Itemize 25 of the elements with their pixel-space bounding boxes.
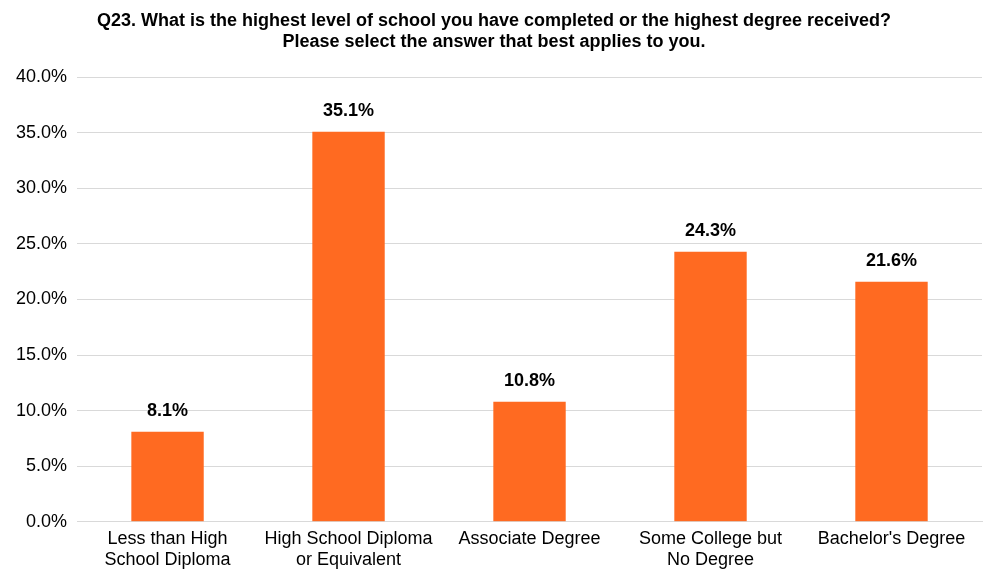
data-label: 35.1% bbox=[323, 99, 375, 120]
data-label: 21.6% bbox=[865, 249, 918, 270]
chart-title: Q23. What is the highest level of school you have completed or the highest degree received? Please select the answer that best applies to you. bbox=[96, 9, 892, 52]
bar bbox=[855, 281, 928, 522]
y-tick-label: 30.0% bbox=[15, 177, 68, 198]
y-tick-label: 10.0% bbox=[15, 399, 68, 420]
bar bbox=[312, 131, 385, 522]
y-tick-label: 5.0% bbox=[26, 455, 68, 476]
y-tick-label: 15.0% bbox=[15, 344, 68, 365]
y-tick-label: 35.0% bbox=[15, 121, 68, 142]
y-tick-label: 20.0% bbox=[15, 288, 68, 309]
bar bbox=[674, 251, 747, 522]
data-label: 10.8% bbox=[504, 369, 556, 390]
y-tick-label: 0.0% bbox=[26, 510, 68, 531]
x-tick-label: High School Diploma or Equivalent bbox=[264, 527, 434, 570]
x-tick-label: Less than High School Diploma bbox=[104, 527, 232, 570]
data-label: 8.1% bbox=[147, 399, 189, 420]
data-label: 24.3% bbox=[684, 219, 737, 240]
bar bbox=[493, 401, 566, 522]
y-tick-label: 40.0% bbox=[15, 66, 68, 87]
bar bbox=[131, 431, 204, 522]
x-tick-label: Bachelor's Degree bbox=[817, 527, 966, 548]
x-tick-label: Associate Degree bbox=[458, 527, 601, 548]
x-tick-label: Some College but No Degree bbox=[638, 527, 783, 570]
y-tick-label: 25.0% bbox=[15, 232, 68, 253]
